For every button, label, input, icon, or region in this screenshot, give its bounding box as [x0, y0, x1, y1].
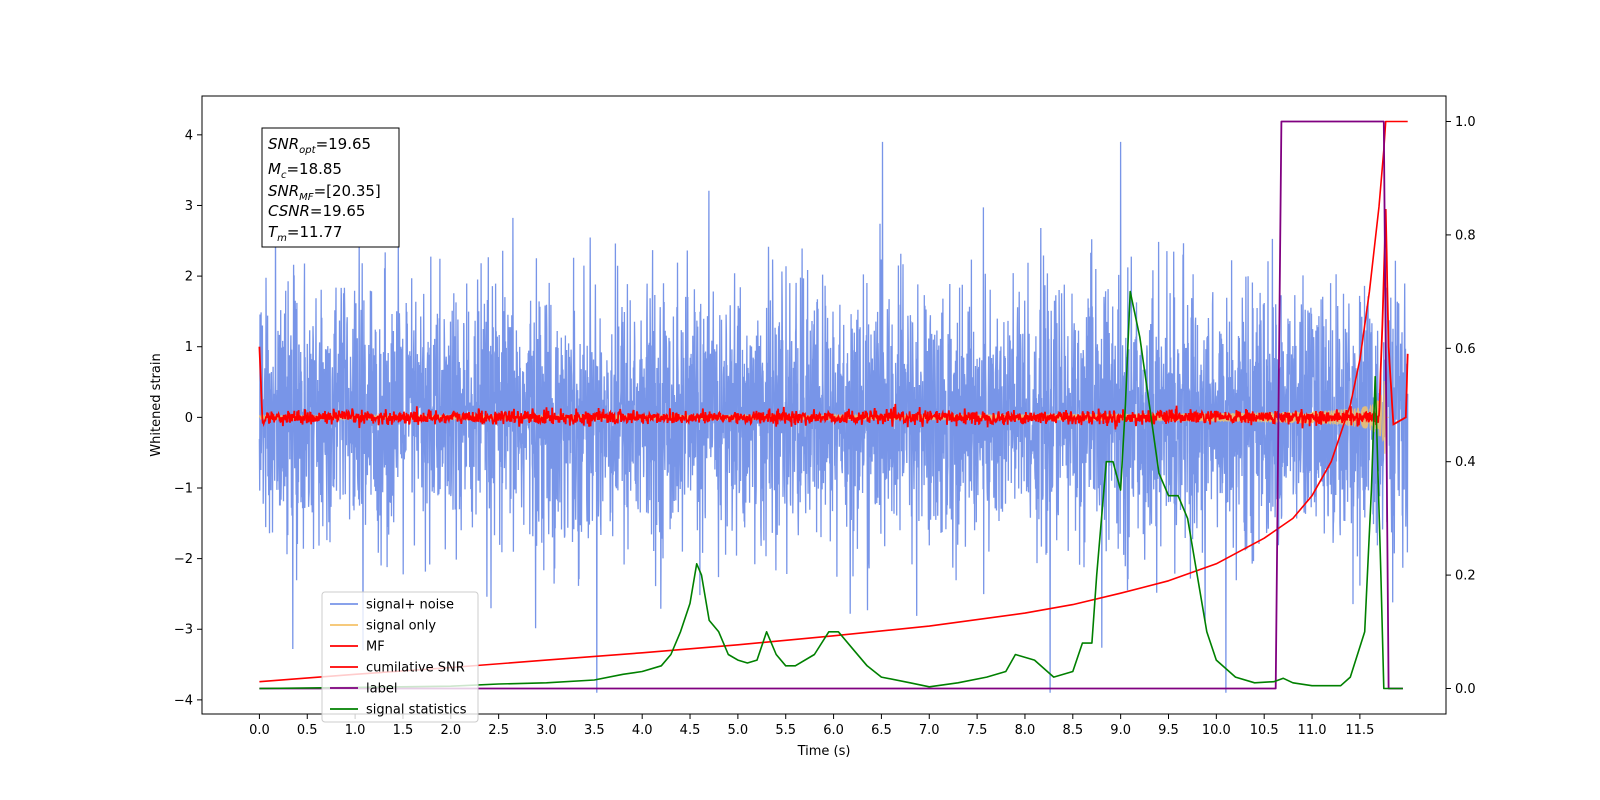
x-tick-label: 1.5: [393, 723, 414, 738]
x-tick-label: 0.0: [249, 723, 270, 738]
y-tick-label: −3: [174, 623, 193, 638]
x-tick-label: 5.5: [775, 723, 796, 738]
plot-frame: [201, 95, 1447, 715]
y2-tick-label: 0.8: [1455, 228, 1476, 243]
x-axis: 0.0 0.5 1.0 1.5 2.0 2.5 3.0 3.5 4.0 4.5 5.0 5.5 6.0 6…: [249, 714, 1374, 738]
x-tick-label: 3.0: [536, 723, 557, 738]
legend-label: label: [366, 682, 397, 697]
y-tick-label: 1: [185, 340, 193, 355]
x-tick-label: 6.5: [871, 723, 892, 738]
x-tick-label: 9.0: [1110, 723, 1131, 738]
y-tick-label: 3: [185, 199, 193, 214]
x-tick-label: 4.0: [632, 723, 653, 738]
legend-label: signal statistics: [366, 703, 467, 718]
x-tick-label: 9.5: [1158, 723, 1179, 738]
annotation-csnr: CSNR=19.65: [268, 202, 365, 220]
y-tick-label: 0: [185, 411, 193, 426]
x-axis-label: Time (s): [797, 744, 851, 759]
legend-frame: [321, 591, 479, 723]
y-tick-label: 4: [185, 128, 193, 143]
plot-series: [258, 120, 1409, 693]
y2-tick-label: 0.6: [1455, 342, 1476, 357]
annotation-box: SNRopt=19.65 Mc=18.85 SNRMF=[20.35] CSNR…: [261, 127, 400, 248]
legend-label: cumilative SNR: [366, 661, 465, 676]
x-tick-label: 1.0: [345, 723, 366, 738]
y-tick-label: −2: [174, 552, 193, 567]
y-tick-label: 2: [185, 270, 193, 285]
x-tick-label: 10.0: [1202, 723, 1231, 738]
x-tick-label: 6.0: [823, 723, 844, 738]
x-tick-label: 5.0: [728, 723, 749, 738]
y-axis-label: Whitened strain: [149, 353, 164, 456]
legend-label: signal only: [366, 619, 436, 634]
legend-label: MF: [366, 640, 385, 655]
y-tick-label: −4: [174, 693, 193, 708]
y2-tick-label: 0.0: [1455, 682, 1476, 697]
annotation-frame: [261, 127, 400, 248]
annotation-mc: Mc=18.85: [268, 160, 342, 181]
x-tick-label: 7.5: [967, 723, 988, 738]
series-signal-statistics: [259, 290, 1403, 690]
y-tick-label: −1: [174, 481, 193, 496]
annotation-snr-opt: SNRopt=19.65: [268, 135, 371, 156]
x-tick-label: 11.5: [1345, 723, 1374, 738]
y2-tick-label: 0.2: [1455, 569, 1476, 584]
series-signal-plus-noise: [258, 141, 1409, 693]
y-axis-right: 1.0 0.8 0.6 0.4 0.2 0.0: [1446, 115, 1476, 697]
y-axis-left: 4 3 2 1 0 −1 −2 −3 −4: [174, 128, 202, 708]
x-tick-label: 4.5: [680, 723, 701, 738]
x-tick-label: 11.0: [1298, 723, 1327, 738]
y2-tick-label: 0.4: [1455, 455, 1476, 470]
annotation-tm: Tm=11.77: [268, 223, 342, 244]
x-tick-label: 2.5: [488, 723, 509, 738]
x-tick-label: 3.5: [584, 723, 605, 738]
x-tick-label: 0.5: [297, 723, 318, 738]
y2-tick-label: 1.0: [1455, 115, 1476, 130]
legend-label: signal+ noise: [366, 598, 454, 613]
x-tick-label: 10.5: [1250, 723, 1279, 738]
x-tick-label: 7.0: [919, 723, 940, 738]
legend: signal+ noise signal only MF cumilative SNR…: [321, 591, 479, 723]
x-tick-label: 8.0: [1015, 723, 1036, 738]
x-tick-label: 8.5: [1062, 723, 1083, 738]
series-mf: [258, 208, 1409, 430]
annotation-snr-mf: SNRMF=[20.35]: [268, 182, 381, 203]
series-cumulative-snr: [259, 120, 1408, 683]
x-tick-label: 2.0: [440, 723, 461, 738]
